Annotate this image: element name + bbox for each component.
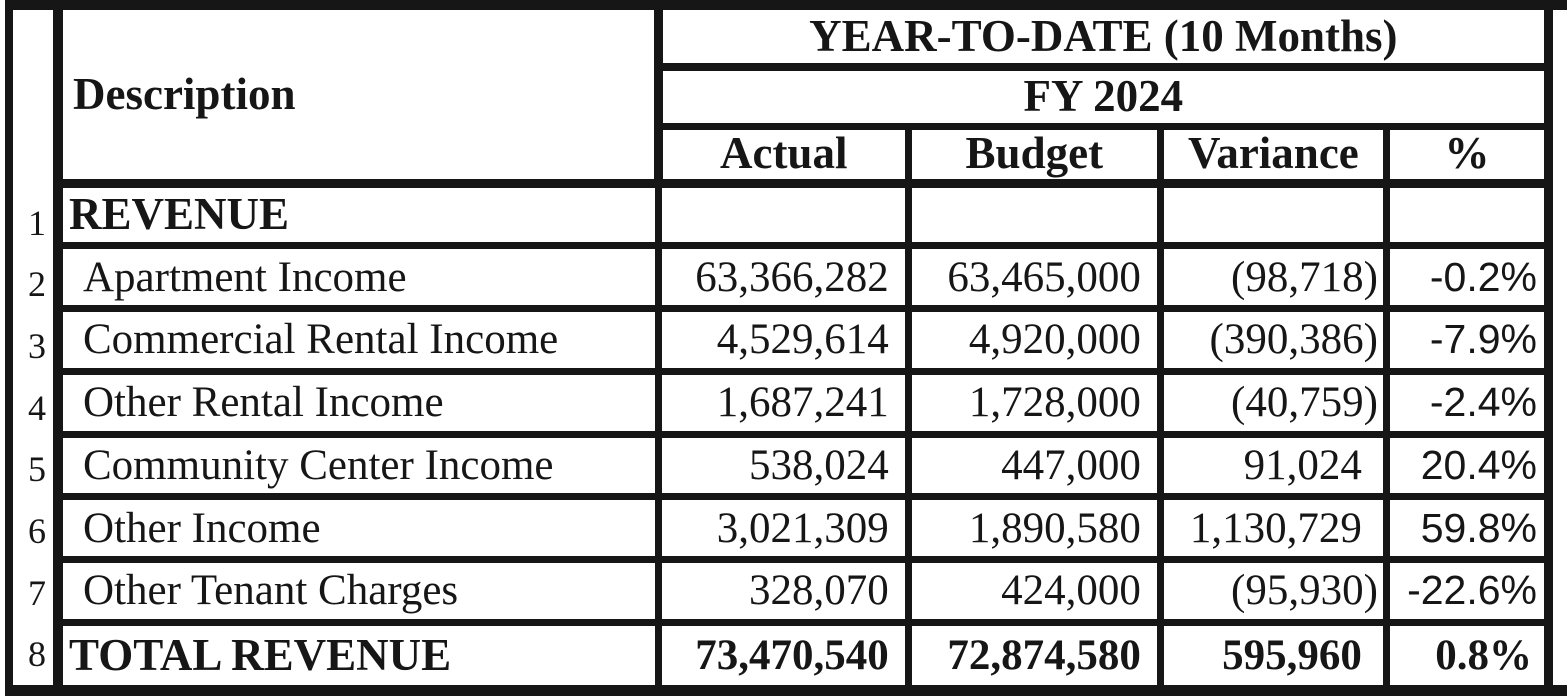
fiscal-year-header: FY 2024 bbox=[654, 63, 1553, 130]
budget-column-header: Budget bbox=[904, 122, 1164, 188]
percent-cell: -0.2% bbox=[1382, 242, 1553, 312]
table-row-apartment-income: Apartment Income 63,366,282 63,465,000 (… bbox=[54, 242, 1553, 312]
variance-column-header: Variance bbox=[1156, 122, 1390, 188]
percent-column-header: % bbox=[1382, 122, 1553, 188]
actual-cell: 328,070 bbox=[654, 556, 912, 626]
row-number: 7 bbox=[28, 572, 46, 613]
variance-cell bbox=[1156, 179, 1390, 250]
variance-cell: 1,130,729 bbox=[1156, 493, 1390, 563]
row-number: 2 bbox=[28, 264, 46, 305]
budget-table: Description YEAR-TO-DATE (10 Months) FY … bbox=[53, 10, 1553, 685]
variance-cell: (390,386) bbox=[1156, 305, 1390, 375]
budget-cell: 447,000 bbox=[904, 430, 1164, 501]
variance-cell: (95,930) bbox=[1156, 556, 1390, 626]
variance-cell: 595,960 bbox=[1156, 618, 1390, 685]
variance-cell: (40,759) bbox=[1156, 367, 1390, 438]
percent-cell: 0.8% bbox=[1382, 618, 1553, 685]
description-cell: Community Center Income bbox=[54, 430, 662, 501]
variance-cell: (98,718) bbox=[1156, 242, 1390, 312]
actual-cell: 1,687,241 bbox=[654, 367, 912, 438]
percent-cell: 59.8% bbox=[1382, 493, 1553, 563]
actual-cell: 4,529,614 bbox=[654, 305, 912, 375]
table-row-revenue-section: REVENUE bbox=[54, 179, 1553, 250]
actual-cell bbox=[654, 179, 912, 250]
budget-cell: 1,890,580 bbox=[904, 493, 1164, 563]
budget-cell: 1,728,000 bbox=[904, 367, 1164, 438]
description-cell: Apartment Income bbox=[54, 242, 662, 312]
row-number: 8 bbox=[28, 634, 46, 675]
percent-cell: -2.4% bbox=[1382, 367, 1553, 438]
variance-cell: 91,024 bbox=[1156, 430, 1390, 501]
actual-column-header: Actual bbox=[654, 122, 912, 188]
description-cell: Other Income bbox=[54, 493, 662, 563]
left-border-line bbox=[5, 10, 13, 685]
row-number: 4 bbox=[28, 387, 46, 428]
description-column-header: Description bbox=[54, 10, 663, 188]
year-to-date-header: YEAR-TO-DATE (10 Months) bbox=[654, 10, 1553, 71]
description-cell: Other Tenant Charges bbox=[54, 556, 662, 626]
right-margin bbox=[1553, 10, 1567, 685]
budget-cell bbox=[904, 179, 1164, 250]
actual-cell: 63,366,282 bbox=[654, 242, 912, 312]
budget-cell: 72,874,580 bbox=[904, 618, 1164, 685]
actual-cell: 3,021,309 bbox=[654, 493, 912, 563]
top-border-bar bbox=[5, 0, 1567, 10]
table-row-total-revenue: TOTAL REVENUE 73,470,540 72,874,580 595,… bbox=[54, 618, 1553, 685]
description-cell: REVENUE bbox=[54, 179, 662, 250]
gutter-cells: 1 2 3 4 5 6 7 8 bbox=[13, 192, 53, 685]
row-number: 3 bbox=[28, 326, 46, 367]
row-number: 5 bbox=[28, 449, 46, 490]
description-cell: Commercial Rental Income bbox=[54, 305, 662, 375]
row-number: 1 bbox=[28, 202, 46, 243]
gutter-header-spacer bbox=[13, 10, 53, 192]
row-number-gutter: 1 2 3 4 5 6 7 8 bbox=[13, 10, 53, 685]
table-row-community-center-income: Community Center Income 538,024 447,000 … bbox=[54, 430, 1553, 501]
percent-cell: 20.4% bbox=[1382, 430, 1553, 501]
table-row-other-rental-income: Other Rental Income 1,687,241 1,728,000 … bbox=[54, 367, 1553, 438]
budget-cell: 4,920,000 bbox=[904, 305, 1164, 375]
report-body: 1 2 3 4 5 6 7 8 Description YEA bbox=[5, 10, 1567, 685]
budget-cell: 63,465,000 bbox=[904, 242, 1164, 312]
table-row-commercial-rental-income: Commercial Rental Income 4,529,614 4,920… bbox=[54, 305, 1553, 375]
description-cell: Other Rental Income bbox=[54, 367, 662, 438]
budget-cell: 424,000 bbox=[904, 556, 1164, 626]
table-row-other-tenant-charges: Other Tenant Charges 328,070 424,000 (95… bbox=[54, 556, 1553, 626]
actual-cell: 538,024 bbox=[654, 430, 912, 501]
description-cell: TOTAL REVENUE bbox=[54, 618, 662, 685]
row-number: 6 bbox=[28, 510, 46, 551]
table-row-other-income: Other Income 3,021,309 1,890,580 1,130,7… bbox=[54, 493, 1553, 563]
actual-cell: 73,470,540 bbox=[654, 618, 912, 685]
percent-cell: -22.6% bbox=[1382, 556, 1553, 626]
percent-cell bbox=[1382, 179, 1553, 250]
bottom-border-bar bbox=[5, 685, 1567, 696]
percent-cell: -7.9% bbox=[1382, 305, 1553, 375]
